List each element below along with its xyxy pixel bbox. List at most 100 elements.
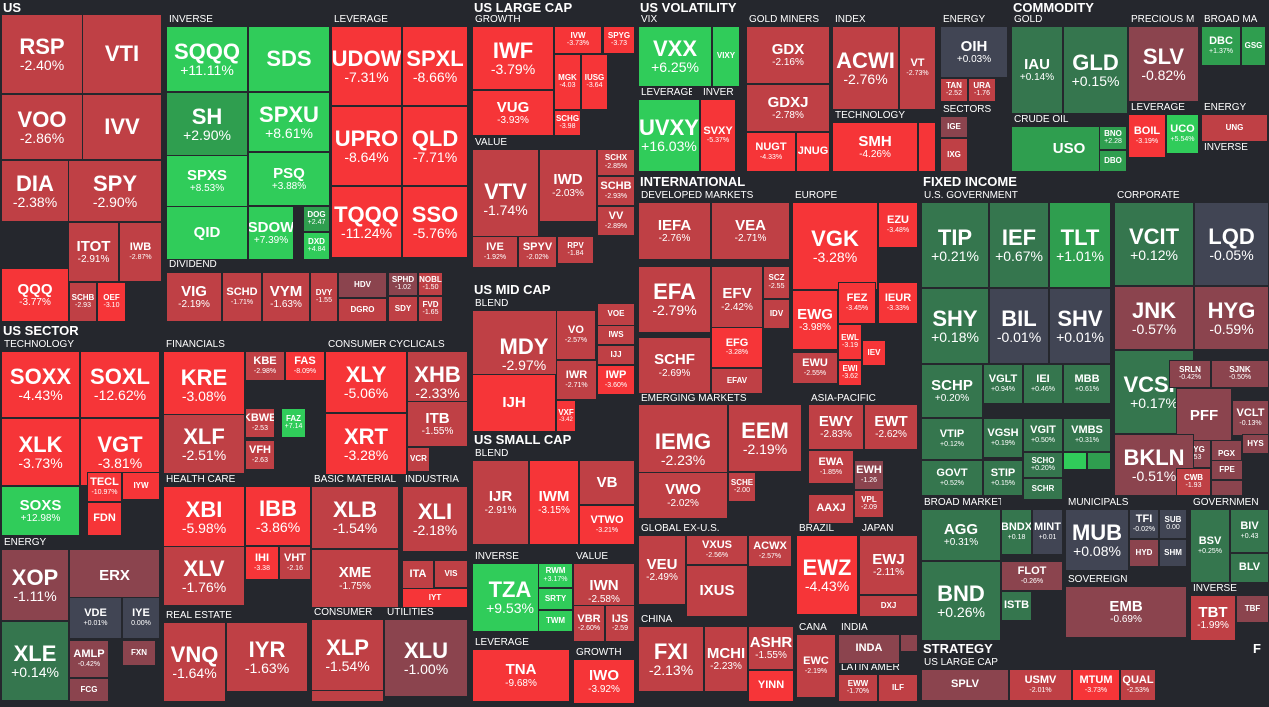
tile-vo[interactable]: VO -2.57% — [556, 310, 596, 360]
tile-udow[interactable]: UDOW -7.31% — [331, 26, 402, 106]
tile-ewc[interactable]: EWC -2.19% — [796, 634, 836, 698]
tile-ewi[interactable]: EWI -3.62 — [838, 360, 862, 386]
tile-hdv[interactable]: HDV — [338, 272, 387, 298]
tile-vmbs[interactable]: VMBS +0.31% — [1063, 418, 1111, 452]
tile-xle[interactable]: XLE +0.14% — [1, 621, 69, 701]
tile-sso[interactable]: SSO -5.76% — [402, 186, 468, 258]
tile-ivv[interactable]: IVV — [82, 94, 162, 160]
tile-ijr[interactable]: IJR -2.91% — [472, 460, 529, 545]
tile-smh[interactable]: SMH -4.26% — [832, 122, 918, 172]
tile-xlp[interactable]: XLP -1.54% — [311, 619, 384, 692]
tile-iwm[interactable]: IWM -3.15% — [529, 460, 579, 545]
tile-idv[interactable]: IDV — [763, 299, 790, 329]
tile-qld[interactable]: QLD -7.71% — [402, 106, 468, 186]
tile-ita[interactable]: ITA — [402, 560, 434, 590]
tile-schd[interactable]: SCHD -1.71% — [222, 272, 262, 322]
tile-oih[interactable]: OIH +0.03% — [940, 26, 1008, 78]
tile-srty[interactable]: SRTY — [538, 588, 573, 610]
tile-vcr[interactable]: VCR — [407, 447, 430, 472]
tile-mgk[interactable]: MGK -4.03 — [554, 54, 581, 110]
tile-gdx[interactable]: GDX -2.16% — [746, 26, 830, 84]
tile-iwb[interactable]: IWB -2.87% — [119, 222, 162, 282]
tile-eem[interactable]: EEM -2.19% — [728, 404, 802, 472]
tile-vis[interactable]: VIS — [434, 560, 468, 588]
tile-sub[interactable]: SUB 0.00 — [1159, 509, 1187, 539]
tile-fdn[interactable]: FDN — [87, 502, 122, 536]
tile-gdxj[interactable]: GDXJ -2.78% — [746, 84, 830, 132]
tile-ixus[interactable]: IXUS — [686, 565, 748, 617]
tile-acwi[interactable]: ACWI -2.76% — [832, 26, 899, 110]
tile-amlp[interactable]: AMLP -0.42% — [69, 640, 109, 678]
tile-svxy[interactable]: SVXY -5.37% — [700, 99, 736, 172]
tile-sds[interactable]: SDS — [248, 26, 330, 92]
tile-efg[interactable]: EFG -3.28% — [711, 327, 763, 368]
tile-gsg[interactable]: GSG — [1241, 26, 1266, 66]
tile-iye[interactable]: IYE 0.00% — [122, 597, 160, 639]
tile-nugt[interactable]: NUGT -4.33% — [746, 132, 796, 172]
tile-tlt[interactable]: TLT +1.01% — [1049, 202, 1111, 288]
tile-vwo[interactable]: VWO -2.02% — [638, 472, 728, 519]
tile-ewu[interactable]: EWU -2.55% — [792, 352, 838, 384]
tile-voo[interactable]: VOO -2.86% — [1, 94, 83, 160]
tile-tbt[interactable]: TBT -1.99% — [1190, 595, 1236, 641]
tile-mchi[interactable]: MCHI -2.23% — [704, 626, 748, 692]
tile-qqq[interactable]: QQQ -3.77% — [1, 268, 69, 322]
tile-xme[interactable]: XME -1.75% — [311, 549, 399, 608]
tile-iwr[interactable]: IWR -2.71% — [556, 360, 597, 400]
tile-xlk[interactable]: XLK -3.73% — [1, 418, 80, 486]
tile-inda[interactable]: INDA — [838, 634, 900, 664]
tile-ura[interactable]: URA -1.76 — [968, 78, 996, 102]
tile-srln[interactable]: SRLN -0.42% — [1169, 360, 1211, 388]
tile-splv[interactable]: SPLV — [921, 669, 1009, 701]
tile-ijs[interactable]: IJS -2.59 — [605, 605, 635, 642]
tile-jnk[interactable]: JNK -0.57% — [1114, 286, 1194, 350]
tile-ivw[interactable]: IVW -3.73% — [554, 26, 602, 54]
tile-ewl[interactable]: EWL -3.19 — [838, 324, 862, 360]
tile-ibb[interactable]: IBB -3.86% — [245, 486, 311, 546]
tile-gld[interactable]: GLD +0.15% — [1063, 26, 1128, 114]
tile-spyv[interactable]: SPYV -2.02% — [518, 236, 557, 268]
tile-spy[interactable]: SPY -2.90% — [68, 160, 162, 222]
tile-soxs[interactable]: SOXS +12.98% — [1, 486, 80, 536]
tile-qid[interactable]: QID — [166, 206, 248, 260]
tile-ilf[interactable]: ILF — [878, 674, 918, 702]
tile-dog[interactable]: DOG +2.47 — [303, 206, 330, 232]
tile-psq[interactable]: PSQ +3.88% — [248, 152, 330, 206]
tile-ewa[interactable]: EWA -1.85% — [808, 450, 854, 484]
tile-sh[interactable]: SH +2.90% — [166, 92, 248, 156]
tile-ive[interactable]: IVE -1.92% — [472, 236, 518, 268]
tile-emb[interactable]: EMB -0.69% — [1065, 586, 1187, 638]
tile-tecl[interactable]: TECL -10.97% — [87, 472, 122, 502]
tile-dbc[interactable]: DBC +1.37% — [1201, 26, 1241, 66]
tile-shm[interactable]: SHM — [1159, 539, 1187, 567]
tile-shy[interactable]: SHY +0.18% — [921, 288, 989, 364]
tile-vgsh[interactable]: VGSH +0.19% — [983, 418, 1023, 458]
tile-tna[interactable]: TNA -9.68% — [472, 649, 570, 702]
tile-rsp[interactable]: RSP -2.40% — [1, 14, 83, 94]
tile-ijj[interactable]: IJJ — [597, 345, 635, 365]
tile-iwo[interactable]: IWO -3.92% — [573, 659, 635, 704]
tile-schb[interactable]: SCHB -2.93 — [69, 282, 97, 322]
tile-xbi[interactable]: XBI -5.98% — [163, 486, 245, 549]
tile-soxx[interactable]: SOXX -4.43% — [1, 351, 80, 418]
tile-iyr[interactable]: IYR -1.63% — [226, 622, 308, 692]
tile-vea[interactable]: VEA -2.71% — [711, 202, 790, 260]
tile-vti[interactable]: VTI — [82, 14, 162, 94]
tile-slv[interactable]: SLV -0.82% — [1128, 26, 1199, 102]
tile-edv[interactable] — [1087, 452, 1111, 470]
tile-ihi[interactable]: IHI -3.38 — [245, 546, 279, 580]
tile-veu[interactable]: VEU -2.49% — [638, 535, 686, 605]
tile-ieur[interactable]: IEUR -3.33% — [878, 282, 918, 324]
tile-schr[interactable]: SCHR — [1023, 478, 1063, 500]
tile-vv[interactable]: VV -2.89% — [597, 206, 635, 236]
tile-mtum[interactable]: MTUM -3.73% — [1072, 669, 1120, 701]
tile-fxi[interactable]: FXI -2.13% — [638, 626, 704, 692]
tile-fxn[interactable]: FXN — [122, 640, 156, 666]
tile-tfi[interactable]: TFI -0.02% — [1129, 509, 1159, 539]
tile-fas[interactable]: FAS -8.09% — [285, 351, 325, 381]
tile-hyd[interactable]: HYD — [1129, 539, 1159, 567]
tile-agg[interactable]: AGG +0.31% — [921, 509, 1001, 561]
tile-ixn[interactable] — [918, 122, 936, 172]
tile-dia[interactable]: DIA -2.38% — [1, 160, 69, 222]
tile-schb[interactable]: SCHB -2.93% — [597, 176, 635, 206]
